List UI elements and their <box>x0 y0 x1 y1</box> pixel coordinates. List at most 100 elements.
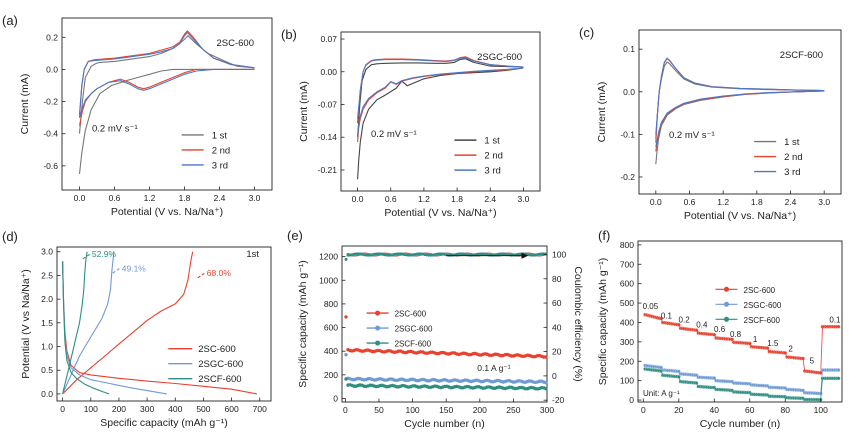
x-axis-label-e: Cycle number (n) <box>404 418 485 430</box>
ce-point <box>387 253 390 257</box>
legend-label-c: 1 st <box>784 137 800 148</box>
x-tick-label: 600 <box>224 404 238 414</box>
y-tick-label: 300 <box>620 337 634 347</box>
x-tick-label: 500 <box>196 404 210 414</box>
x-axis-label-a: Potential (V vs. Na/Na⁺) <box>111 206 223 218</box>
plot-frame-c <box>638 29 842 195</box>
y-axis-label-c: Current (mA) <box>596 82 608 143</box>
annotation-arrow-d <box>82 253 91 260</box>
x-tick-label: 0.0 <box>74 193 86 203</box>
legend-label-b: 3 rd <box>484 166 500 177</box>
ce-point <box>477 252 481 256</box>
y-tick-label: -0.1 <box>620 129 635 139</box>
panel-label-e: (e) <box>287 228 303 243</box>
x-tick-label: 100 <box>405 405 419 415</box>
legend-label-e: 2SCF-600 <box>395 340 432 349</box>
y-ticks-e: 0 200 400 600 800 1000 1200 <box>319 252 346 403</box>
capacity-point <box>544 355 548 359</box>
ce-point <box>395 252 398 256</box>
ce-point <box>344 258 348 261</box>
y-tick-label: 100 <box>552 249 566 259</box>
x-tick-label: 200 <box>473 405 487 415</box>
legend-marker-f <box>724 286 730 292</box>
y-tick-label: 0 <box>629 395 634 405</box>
y-tick-label: 1.0 <box>41 342 53 352</box>
y-right-ticks-e: -20 0 20 40 60 80 100 <box>543 249 566 405</box>
x-tick-label: 100 <box>814 405 828 415</box>
x-tick-label: 250 <box>506 405 520 415</box>
capacity-series-2SC-600 <box>344 315 548 359</box>
y-tick-label: 800 <box>620 240 634 250</box>
y-tick-label: 100 <box>620 376 634 386</box>
panel-label-a: (a) <box>2 13 18 28</box>
ce-point <box>374 252 378 256</box>
ce-point <box>376 252 380 256</box>
rate-label-f: 5 <box>810 357 815 366</box>
cv-cathodic-line-b-1st <box>357 67 524 180</box>
plot-frame-e <box>341 245 548 403</box>
annotation-label-d: 52.9% <box>92 249 117 259</box>
y-tick-label: 400 <box>620 317 634 327</box>
ce-arrow-head-e <box>521 252 529 259</box>
ce-point <box>431 253 435 257</box>
x-tick-label: 100 <box>84 404 98 414</box>
cv-cathodic-line-a-1st <box>78 68 255 174</box>
y-tick-label: 40 <box>552 322 562 332</box>
y-ticks-f: 0 100 200 300 400 500 600 700 800 <box>620 240 642 405</box>
legend-label-a: 2 nd <box>212 145 231 156</box>
rate-label-f: 0.6 <box>714 325 726 334</box>
legend-label-d: 2SGC-600 <box>198 359 243 370</box>
rate-label-f: 1 <box>753 335 758 344</box>
rate-label-f: 1.5 <box>767 339 779 348</box>
cv-anodic-line-c-3rd <box>655 57 825 135</box>
ce-point <box>530 253 533 257</box>
x-tick-label: 0.0 <box>650 197 662 207</box>
x-tick-label: 1.8 <box>179 193 191 203</box>
legend-marker-f <box>724 301 730 307</box>
ce-point <box>385 253 388 257</box>
panel-label-f: (f) <box>598 228 610 243</box>
rate-line-2SGC-600 <box>645 365 839 394</box>
capacity-series-2SCF-600 <box>344 377 548 391</box>
ce-point <box>540 252 543 256</box>
y-tick-label: -0.2 <box>43 97 58 107</box>
cv-anodic-line-c-2nd <box>655 57 825 139</box>
x-axis-label-d: Specific capacity (mAh g⁻¹) <box>100 417 228 429</box>
y-ticks-a: 0.2 0.0 -0.2 -0.4 -0.6 <box>43 32 66 171</box>
scan-rate-label-b: 0.2 mV s⁻¹ <box>371 129 417 140</box>
y-tick-label: 200 <box>620 356 634 366</box>
ce-point <box>481 252 485 256</box>
annotation-arrow-d <box>112 267 121 274</box>
panel-label-d: (d) <box>2 229 18 244</box>
sample-label-b: 2SGC-600 <box>477 52 522 63</box>
annotation-label-d: 49.1% <box>122 263 147 273</box>
y-tick-label: 1200 <box>319 252 338 262</box>
x-tick-label: 80 <box>781 405 791 415</box>
ce-point <box>499 252 503 256</box>
y-tick-label: 600 <box>324 323 338 333</box>
y-tick-label: 20 <box>552 347 562 357</box>
capacity-point <box>544 380 548 385</box>
x-ticks-e: 0 50 100 150 200 250 300 <box>343 398 554 415</box>
ce-point <box>518 252 521 256</box>
cycle-label-d: 1st <box>246 249 259 260</box>
rate-line-2SC-600 <box>645 314 839 374</box>
y-tick-label: 1000 <box>319 275 338 285</box>
capacity-point <box>344 377 348 381</box>
x-tick-label: 1.2 <box>717 197 729 207</box>
y-right-axis-label-e: Coulombic efficiency (%) <box>572 266 584 381</box>
sample-label-c: 2SCF-600 <box>780 50 823 61</box>
x-axis-label-f: Cycle number (n) <box>700 418 781 430</box>
x-ticks-b: 0.0 0.6 1.2 1.8 2.4 3.0 <box>352 187 530 204</box>
plot-frame-f <box>637 240 843 403</box>
x-tick-label: 0 <box>641 405 646 415</box>
rate-label-f: 0.4 <box>696 320 708 329</box>
cv-cathodic-line-c-3rd <box>655 90 825 148</box>
legend-marker-e <box>375 340 381 346</box>
legend-label-f: 2SGC-600 <box>744 301 782 310</box>
cv-anodic-line-a-3rd <box>78 31 255 115</box>
ce-point <box>497 252 501 256</box>
scan-rate-label-a: 0.2 mV s⁻¹ <box>92 124 138 135</box>
y-tick-label: 80 <box>552 274 562 284</box>
cv-cathodic-line-a-3rd <box>78 68 255 118</box>
